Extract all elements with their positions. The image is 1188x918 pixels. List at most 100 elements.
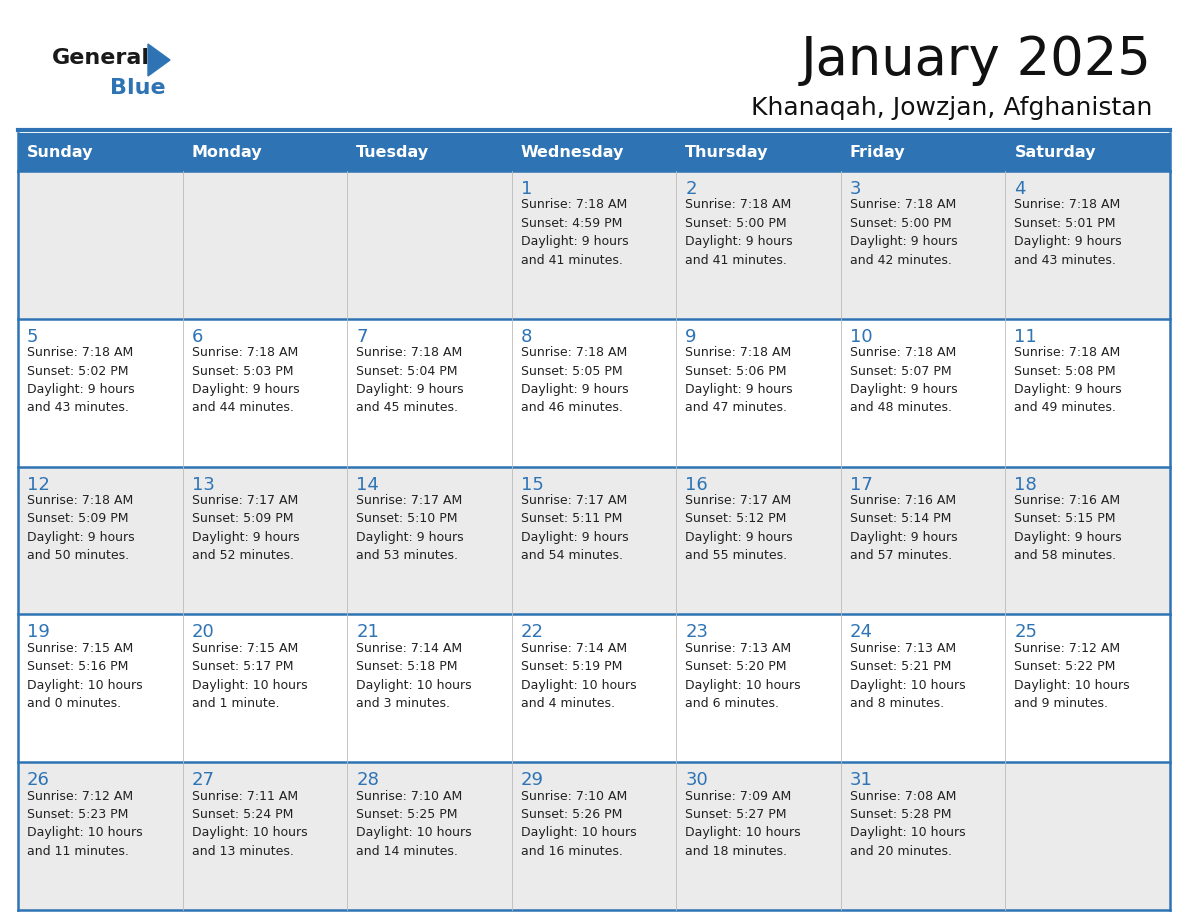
Text: Daylight: 9 hours: Daylight: 9 hours bbox=[849, 235, 958, 248]
Text: and 18 minutes.: and 18 minutes. bbox=[685, 845, 788, 857]
Text: Sunset: 5:27 PM: Sunset: 5:27 PM bbox=[685, 808, 786, 821]
Polygon shape bbox=[148, 44, 170, 76]
Text: Sunrise: 7:18 AM: Sunrise: 7:18 AM bbox=[1015, 346, 1120, 359]
Text: Sunrise: 7:17 AM: Sunrise: 7:17 AM bbox=[520, 494, 627, 507]
Text: 19: 19 bbox=[27, 623, 50, 642]
Text: 8: 8 bbox=[520, 328, 532, 346]
Bar bbox=[676, 614, 841, 762]
Text: Sunrise: 7:14 AM: Sunrise: 7:14 AM bbox=[520, 642, 627, 655]
Bar bbox=[18, 133, 183, 171]
Bar bbox=[841, 614, 1005, 762]
Text: 5: 5 bbox=[27, 328, 38, 346]
Text: Sunrise: 7:18 AM: Sunrise: 7:18 AM bbox=[27, 346, 133, 359]
Bar bbox=[347, 171, 512, 319]
Text: Daylight: 9 hours: Daylight: 9 hours bbox=[27, 531, 134, 543]
Text: Sunrise: 7:17 AM: Sunrise: 7:17 AM bbox=[685, 494, 791, 507]
Text: Sunrise: 7:15 AM: Sunrise: 7:15 AM bbox=[27, 642, 133, 655]
Text: Sunrise: 7:09 AM: Sunrise: 7:09 AM bbox=[685, 789, 791, 802]
Text: Daylight: 10 hours: Daylight: 10 hours bbox=[849, 826, 966, 839]
Text: Sunrise: 7:18 AM: Sunrise: 7:18 AM bbox=[520, 198, 627, 211]
Text: and 0 minutes.: and 0 minutes. bbox=[27, 697, 121, 710]
Text: and 13 minutes.: and 13 minutes. bbox=[191, 845, 293, 857]
Text: 27: 27 bbox=[191, 771, 215, 789]
Text: 11: 11 bbox=[1015, 328, 1037, 346]
Text: and 49 minutes.: and 49 minutes. bbox=[1015, 401, 1117, 414]
Text: 9: 9 bbox=[685, 328, 697, 346]
Text: Sunset: 5:05 PM: Sunset: 5:05 PM bbox=[520, 364, 623, 377]
Text: and 6 minutes.: and 6 minutes. bbox=[685, 697, 779, 710]
Text: Sunrise: 7:12 AM: Sunrise: 7:12 AM bbox=[27, 789, 133, 802]
Text: Daylight: 9 hours: Daylight: 9 hours bbox=[191, 531, 299, 543]
Text: Sunrise: 7:18 AM: Sunrise: 7:18 AM bbox=[849, 346, 956, 359]
Text: Daylight: 9 hours: Daylight: 9 hours bbox=[356, 383, 463, 396]
Text: Sunset: 5:10 PM: Sunset: 5:10 PM bbox=[356, 512, 457, 525]
Text: 24: 24 bbox=[849, 623, 873, 642]
Text: Daylight: 9 hours: Daylight: 9 hours bbox=[685, 531, 792, 543]
Text: 22: 22 bbox=[520, 623, 544, 642]
Text: 7: 7 bbox=[356, 328, 367, 346]
Text: Daylight: 10 hours: Daylight: 10 hours bbox=[1015, 678, 1130, 691]
Text: Daylight: 9 hours: Daylight: 9 hours bbox=[191, 383, 299, 396]
Text: Daylight: 9 hours: Daylight: 9 hours bbox=[520, 383, 628, 396]
Bar bbox=[1005, 466, 1170, 614]
Text: Sunset: 5:09 PM: Sunset: 5:09 PM bbox=[191, 512, 293, 525]
Text: General: General bbox=[52, 48, 150, 68]
Text: and 42 minutes.: and 42 minutes. bbox=[849, 253, 952, 266]
Bar bbox=[347, 762, 512, 910]
Text: 13: 13 bbox=[191, 476, 215, 494]
Text: 10: 10 bbox=[849, 328, 872, 346]
Bar bbox=[512, 133, 676, 171]
Text: January 2025: January 2025 bbox=[801, 34, 1152, 86]
Text: Sunset: 5:00 PM: Sunset: 5:00 PM bbox=[685, 217, 786, 230]
Text: Sunrise: 7:17 AM: Sunrise: 7:17 AM bbox=[356, 494, 462, 507]
Text: Sunset: 5:03 PM: Sunset: 5:03 PM bbox=[191, 364, 293, 377]
Text: Sunset: 5:23 PM: Sunset: 5:23 PM bbox=[27, 808, 128, 821]
Text: Daylight: 9 hours: Daylight: 9 hours bbox=[520, 235, 628, 248]
Text: and 41 minutes.: and 41 minutes. bbox=[685, 253, 788, 266]
Text: 21: 21 bbox=[356, 623, 379, 642]
Text: Sunset: 5:19 PM: Sunset: 5:19 PM bbox=[520, 660, 623, 673]
Text: Daylight: 10 hours: Daylight: 10 hours bbox=[520, 678, 637, 691]
Text: 6: 6 bbox=[191, 328, 203, 346]
Text: Saturday: Saturday bbox=[1015, 144, 1095, 160]
Text: and 11 minutes.: and 11 minutes. bbox=[27, 845, 128, 857]
Bar bbox=[841, 466, 1005, 614]
Text: Sunset: 5:00 PM: Sunset: 5:00 PM bbox=[849, 217, 952, 230]
Text: Sunrise: 7:17 AM: Sunrise: 7:17 AM bbox=[191, 494, 298, 507]
Text: Sunset: 5:25 PM: Sunset: 5:25 PM bbox=[356, 808, 457, 821]
Text: Daylight: 9 hours: Daylight: 9 hours bbox=[520, 531, 628, 543]
Text: Sunset: 5:07 PM: Sunset: 5:07 PM bbox=[849, 364, 952, 377]
Bar bbox=[1005, 762, 1170, 910]
Bar bbox=[1005, 319, 1170, 466]
Text: Sunrise: 7:13 AM: Sunrise: 7:13 AM bbox=[849, 642, 956, 655]
Text: and 55 minutes.: and 55 minutes. bbox=[685, 549, 788, 562]
Text: Sunset: 5:21 PM: Sunset: 5:21 PM bbox=[849, 660, 952, 673]
Bar bbox=[347, 319, 512, 466]
Bar bbox=[512, 614, 676, 762]
Text: Daylight: 10 hours: Daylight: 10 hours bbox=[849, 678, 966, 691]
Bar bbox=[676, 319, 841, 466]
Text: 26: 26 bbox=[27, 771, 50, 789]
Text: and 54 minutes.: and 54 minutes. bbox=[520, 549, 623, 562]
Bar bbox=[1005, 133, 1170, 171]
Text: Sunrise: 7:13 AM: Sunrise: 7:13 AM bbox=[685, 642, 791, 655]
Text: Sunset: 5:14 PM: Sunset: 5:14 PM bbox=[849, 512, 952, 525]
Text: 2: 2 bbox=[685, 180, 697, 198]
Text: Sunrise: 7:12 AM: Sunrise: 7:12 AM bbox=[1015, 642, 1120, 655]
Text: Sunday: Sunday bbox=[27, 144, 94, 160]
Bar bbox=[18, 466, 183, 614]
Text: Sunset: 5:18 PM: Sunset: 5:18 PM bbox=[356, 660, 457, 673]
Text: 25: 25 bbox=[1015, 623, 1037, 642]
Text: Sunset: 5:20 PM: Sunset: 5:20 PM bbox=[685, 660, 786, 673]
Text: Sunrise: 7:18 AM: Sunrise: 7:18 AM bbox=[849, 198, 956, 211]
Text: Khanaqah, Jowzjan, Afghanistan: Khanaqah, Jowzjan, Afghanistan bbox=[751, 96, 1152, 120]
Text: 30: 30 bbox=[685, 771, 708, 789]
Bar bbox=[18, 614, 183, 762]
Text: Sunset: 5:09 PM: Sunset: 5:09 PM bbox=[27, 512, 128, 525]
Text: Sunset: 5:12 PM: Sunset: 5:12 PM bbox=[685, 512, 786, 525]
Text: Sunset: 5:02 PM: Sunset: 5:02 PM bbox=[27, 364, 128, 377]
Text: Daylight: 10 hours: Daylight: 10 hours bbox=[27, 826, 143, 839]
Bar bbox=[676, 466, 841, 614]
Text: Daylight: 9 hours: Daylight: 9 hours bbox=[685, 383, 792, 396]
Text: Wednesday: Wednesday bbox=[520, 144, 624, 160]
